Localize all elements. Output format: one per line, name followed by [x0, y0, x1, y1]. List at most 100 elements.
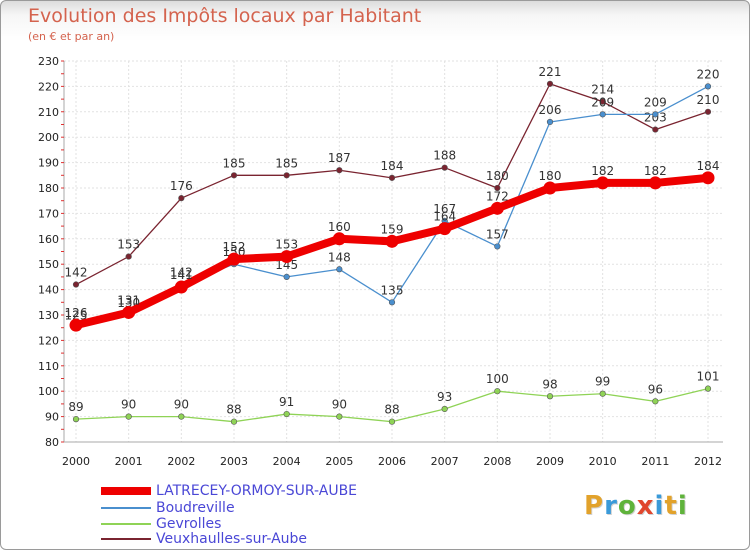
data-label: 101 — [697, 370, 720, 384]
x-tick-label: 2005 — [325, 455, 353, 468]
y-tick-label: 170 — [38, 207, 59, 220]
data-label: 184 — [697, 159, 720, 173]
data-point — [704, 385, 712, 392]
y-tick-label: 220 — [38, 80, 59, 93]
data-point — [599, 98, 606, 105]
logo-letter: i — [654, 491, 665, 521]
data-label: 153 — [117, 238, 140, 252]
data-point — [227, 252, 241, 266]
data-point — [72, 281, 80, 288]
y-tick-label: 90 — [45, 411, 59, 424]
y-tick-label: 150 — [38, 258, 59, 271]
x-tick-label: 2007 — [431, 455, 459, 468]
y-tick-label: 120 — [38, 334, 59, 347]
data-point — [648, 176, 662, 190]
data-point — [283, 273, 290, 281]
y-tick-label: 160 — [38, 233, 59, 246]
data-point — [494, 184, 501, 192]
proxiti-logo: Proxiti — [584, 491, 688, 521]
data-label: 145 — [275, 258, 298, 272]
legend-item-veuxhaulles[interactable]: Veuxhaulles-sur-Aube — [101, 531, 307, 547]
logo-letter: i — [677, 491, 688, 521]
legend-item-boudreville[interactable]: Boudreville — [101, 500, 235, 516]
data-point — [178, 195, 185, 202]
x-tick-label: 2009 — [536, 455, 564, 468]
data-point — [336, 167, 343, 174]
data-label: 88 — [226, 403, 241, 417]
data-label: 98 — [542, 377, 557, 391]
logo-letter: r — [604, 491, 618, 521]
data-label: 90 — [332, 398, 347, 412]
data-point — [230, 418, 238, 425]
data-label: 160 — [328, 220, 351, 234]
legend-label: Veuxhaulles-sur-Aube — [156, 531, 308, 547]
data-label: 188 — [433, 149, 456, 163]
data-point — [72, 416, 80, 423]
data-label: 159 — [381, 222, 404, 236]
data-point — [494, 388, 501, 395]
data-label: 152 — [223, 240, 246, 254]
data-label: 141 — [170, 268, 193, 282]
x-tick-label: 2003 — [220, 455, 248, 468]
data-point — [494, 243, 501, 250]
data-label: 206 — [539, 103, 562, 117]
data-point — [546, 393, 554, 400]
x-tick-label: 2006 — [378, 455, 406, 468]
data-label: 135 — [381, 283, 404, 297]
data-label: 182 — [591, 164, 614, 178]
data-label: 142 — [65, 266, 88, 280]
data-label: 91 — [279, 395, 294, 409]
data-point — [388, 418, 396, 425]
data-label: 96 — [648, 382, 663, 396]
data-point — [490, 201, 504, 215]
data-point — [704, 83, 712, 90]
data-label: 164 — [433, 210, 456, 224]
legend-item-latrecey[interactable]: LATRECEY-ORMOY-SUR-AUBE — [101, 483, 357, 499]
data-label: 220 — [697, 67, 720, 81]
data-label: 142 — [170, 266, 193, 280]
logo-letter: o — [617, 491, 637, 521]
data-label: 180 — [539, 169, 562, 183]
data-point — [438, 222, 452, 236]
data-label: 93 — [437, 390, 452, 404]
data-label: 209 — [644, 95, 667, 109]
y-tick-label: 200 — [38, 131, 59, 144]
data-label: 125 — [65, 309, 88, 323]
data-point — [441, 164, 448, 171]
y-tick-label: 180 — [38, 182, 59, 195]
data-label: 185 — [275, 156, 298, 170]
y-tick-label: 140 — [38, 284, 59, 297]
x-tick-label: 2011 — [641, 455, 669, 468]
data-label: 90 — [121, 398, 136, 412]
data-point — [125, 413, 132, 420]
data-label: 210 — [697, 93, 720, 107]
x-tick-label: 2004 — [273, 455, 301, 468]
data-label: 90 — [174, 398, 189, 412]
data-point — [122, 305, 136, 319]
data-label: 157 — [486, 227, 509, 241]
legend-item-gevrolles[interactable]: Gevrolles — [101, 516, 221, 532]
chart-subtitle: (en € et par an) — [28, 30, 115, 43]
legend-swatch — [101, 538, 151, 540]
data-point — [174, 280, 188, 294]
x-tick-label: 2010 — [589, 455, 617, 468]
legend-swatch — [101, 487, 151, 495]
data-label: 88 — [384, 403, 399, 417]
y-tick-label: 80 — [45, 436, 59, 449]
data-label: 148 — [328, 250, 351, 264]
data-label: 221 — [539, 65, 562, 79]
data-point — [596, 176, 610, 190]
data-label: 89 — [68, 400, 83, 414]
data-label: 131 — [117, 293, 140, 307]
data-point — [441, 405, 448, 413]
data-label: 214 — [591, 83, 614, 97]
data-label: 172 — [486, 189, 509, 203]
data-point — [546, 118, 554, 126]
y-tick-label: 100 — [38, 385, 59, 398]
plot-area — [64, 61, 723, 442]
legend-label: LATRECEY-ORMOY-SUR-AUBE — [156, 483, 358, 499]
data-label: 187 — [328, 151, 351, 165]
data-point — [652, 126, 659, 133]
data-point — [388, 299, 396, 306]
